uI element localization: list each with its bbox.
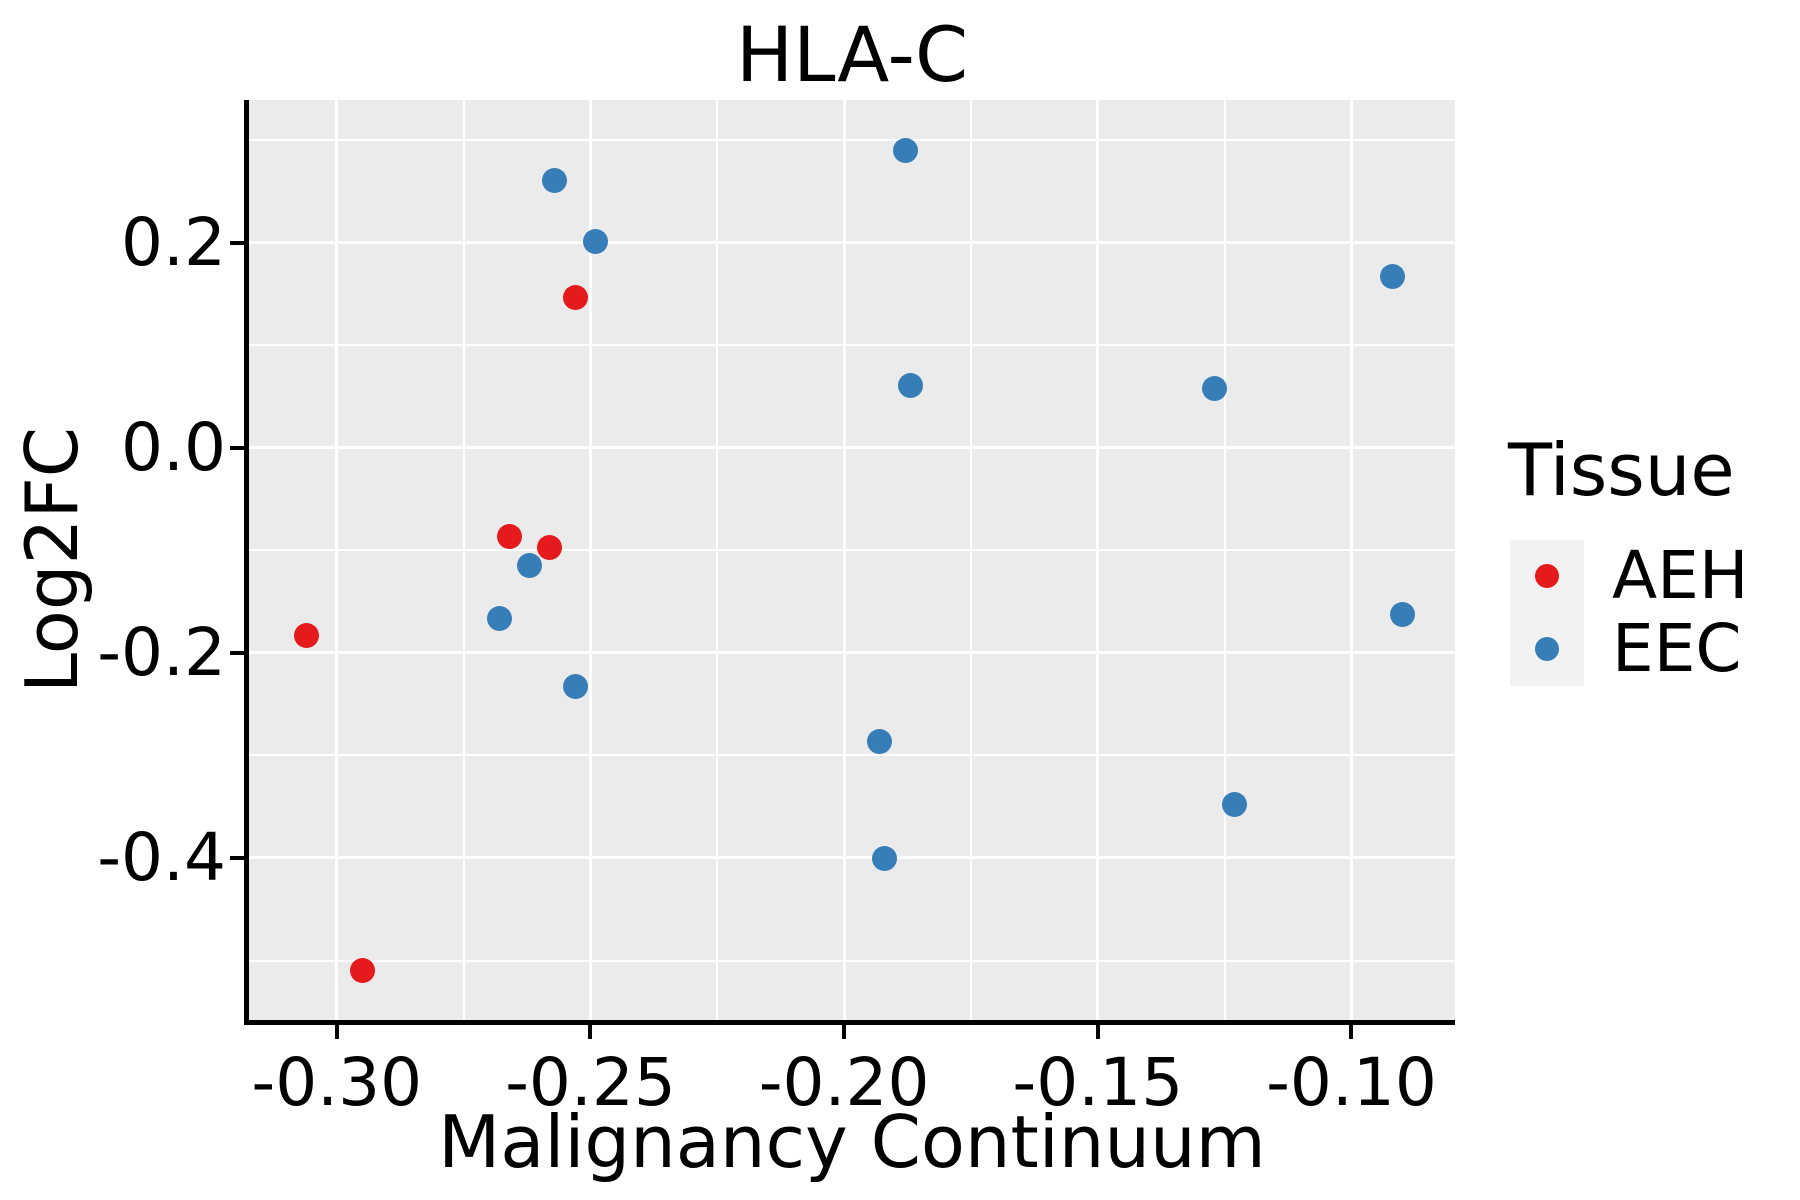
x-minor-gridline <box>716 100 719 1020</box>
data-point-aeh <box>537 534 563 560</box>
x-major-gridline <box>1096 100 1100 1020</box>
y-major-gridline <box>249 856 1455 860</box>
legend-label-aeh: AEH <box>1612 537 1749 614</box>
data-point-eec <box>1222 792 1248 818</box>
data-point-eec <box>562 674 588 700</box>
x-tick-label: -0.20 <box>758 1044 930 1121</box>
x-tick-mark <box>334 1025 339 1039</box>
y-tick-mark <box>230 855 244 860</box>
data-point-eec <box>872 846 898 872</box>
y-tick-label: -0.4 <box>97 818 226 896</box>
data-point-eec <box>486 606 512 632</box>
data-point-eec <box>1379 263 1405 289</box>
x-tick-label: -0.15 <box>1012 1044 1184 1121</box>
y-axis-title: Log2FC <box>10 426 94 694</box>
y-tick-label: 0.2 <box>121 203 226 281</box>
y-major-gridline <box>249 446 1455 450</box>
x-tick-label: -0.25 <box>505 1044 676 1121</box>
y-axis-line <box>244 100 249 1025</box>
legend-key-dot-eec <box>1535 637 1559 661</box>
y-tick-mark <box>230 650 244 655</box>
legend-title: Tissue <box>1508 428 1735 512</box>
data-point-eec <box>1202 375 1227 401</box>
x-major-gridline <box>1349 100 1353 1020</box>
x-axis-line <box>244 1020 1455 1025</box>
legend-label-eec: EEC <box>1612 610 1742 687</box>
x-tick-label: -0.30 <box>251 1044 423 1121</box>
y-minor-gridline <box>249 959 1455 962</box>
x-tick-mark <box>1349 1025 1354 1039</box>
plot-title: HLA-C <box>735 10 969 99</box>
data-point-eec <box>583 229 609 255</box>
data-point-aeh <box>349 958 375 984</box>
x-axis-title: Malignancy Continuum <box>438 1100 1266 1184</box>
y-minor-gridline <box>249 139 1455 141</box>
data-point-eec <box>517 553 543 579</box>
x-tick-mark <box>588 1025 593 1039</box>
x-major-gridline <box>588 100 592 1020</box>
y-minor-gridline <box>249 549 1455 552</box>
x-minor-gridline <box>1223 100 1226 1020</box>
plot-panel <box>249 100 1455 1020</box>
x-tick-mark <box>1095 1025 1100 1039</box>
data-point-eec <box>867 728 893 754</box>
y-minor-gridline <box>249 754 1455 757</box>
y-major-gridline <box>249 651 1455 655</box>
data-point-aeh <box>293 622 319 648</box>
data-point-eec <box>542 167 568 193</box>
y-minor-gridline <box>249 344 1455 347</box>
y-tick-mark <box>230 240 244 245</box>
legend-key-dot-aeh <box>1535 564 1559 588</box>
x-tick-label: -0.10 <box>1266 1044 1437 1121</box>
x-tick-mark <box>842 1025 847 1039</box>
data-point-eec <box>1389 602 1415 628</box>
data-point-aeh <box>562 285 588 311</box>
y-major-gridline <box>249 241 1455 245</box>
data-point-eec <box>892 137 918 163</box>
y-tick-label: 0.0 <box>121 408 226 486</box>
y-tick-label: -0.2 <box>97 613 226 691</box>
x-major-gridline <box>842 100 846 1020</box>
data-point-eec <box>897 372 923 398</box>
y-tick-mark <box>230 445 244 450</box>
x-major-gridline <box>335 100 339 1020</box>
data-point-aeh <box>496 524 522 550</box>
x-minor-gridline <box>462 100 465 1020</box>
legend-key-background <box>1510 540 1584 686</box>
x-minor-gridline <box>969 100 972 1020</box>
